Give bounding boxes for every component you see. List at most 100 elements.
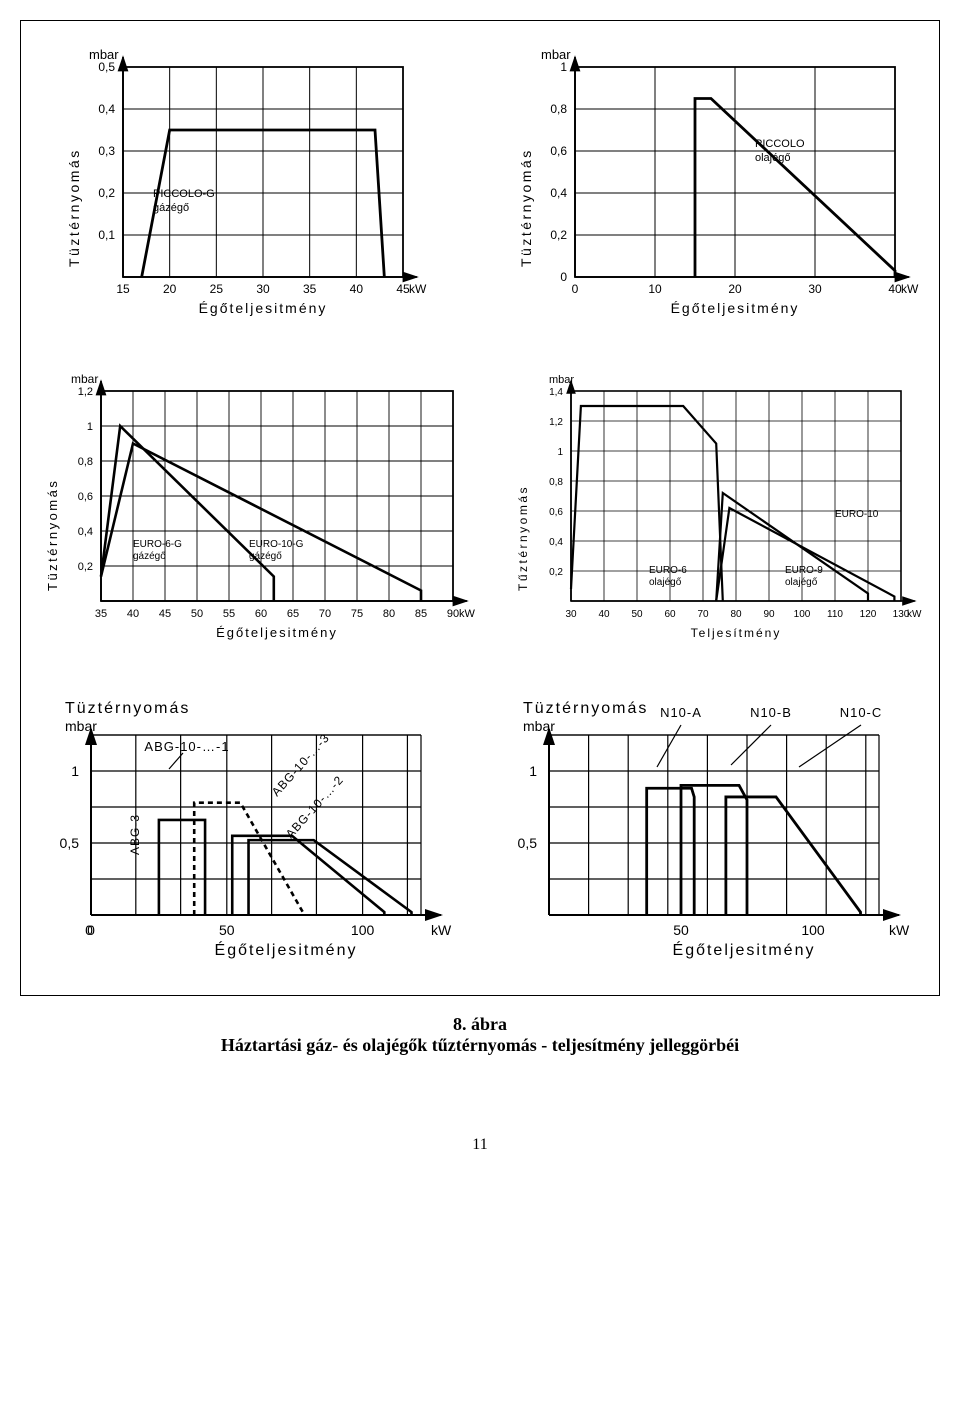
svg-text:90: 90	[763, 609, 775, 620]
svg-text:olajégő: olajégő	[785, 577, 818, 588]
svg-text:65: 65	[287, 608, 299, 620]
svg-text:1: 1	[529, 763, 537, 779]
svg-text:0,3: 0,3	[98, 144, 115, 158]
svg-text:60: 60	[255, 608, 267, 620]
svg-text:0,6: 0,6	[550, 144, 567, 158]
svg-text:0,4: 0,4	[78, 526, 93, 538]
svg-text:Tüztérnyomás: Tüztérnyomás	[65, 700, 190, 717]
svg-text:0,8: 0,8	[549, 477, 563, 488]
svg-text:N10-C: N10-C	[840, 705, 883, 720]
svg-text:0,4: 0,4	[549, 537, 563, 548]
svg-text:30: 30	[256, 282, 270, 296]
svg-text:50: 50	[631, 609, 643, 620]
svg-text:35: 35	[303, 282, 317, 296]
svg-text:0,8: 0,8	[550, 102, 567, 116]
svg-text:0,4: 0,4	[98, 102, 115, 116]
page-number: 11	[20, 1136, 940, 1154]
svg-text:40: 40	[598, 609, 610, 620]
svg-text:90: 90	[447, 608, 459, 620]
svg-text:Égőteljesitmény: Égőteljesitmény	[671, 300, 800, 316]
svg-text:kW: kW	[409, 282, 427, 296]
svg-text:mbar: mbar	[89, 47, 119, 62]
svg-text:gázégő: gázégő	[133, 551, 166, 562]
svg-text:0,6: 0,6	[78, 491, 93, 503]
svg-text:ABG-10-…-1: ABG-10-…-1	[144, 739, 229, 754]
svg-text:kW: kW	[431, 922, 452, 938]
svg-text:45: 45	[159, 608, 171, 620]
svg-text:olajégő: olajégő	[649, 577, 682, 588]
svg-text:0,8: 0,8	[78, 456, 93, 468]
svg-text:10: 10	[648, 282, 662, 296]
chart-euro-gas: 3540455055606570758085900,20,40,60,811,2…	[35, 363, 475, 653]
svg-text:1: 1	[557, 447, 563, 458]
row-3: 0501000,510kWÉgőteljesitményTüztérnyomás…	[35, 677, 925, 977]
svg-text:1: 1	[560, 60, 567, 74]
svg-text:Égőteljesitmény: Égőteljesitmény	[216, 625, 338, 640]
chart-piccolo-oil: 01020304000,20,40,60,81mbarkWÉgőteljesit…	[495, 39, 925, 339]
svg-text:gázégő: gázégő	[153, 202, 189, 214]
row-1: 152025303540450,10,20,30,40,5mbarkWÉgőte…	[35, 39, 925, 339]
svg-text:Tűztérnyomás: Tűztérnyomás	[516, 485, 530, 591]
svg-text:kW: kW	[901, 282, 919, 296]
svg-text:Égőteljesitmény: Égőteljesitmény	[673, 940, 816, 959]
svg-text:EURO-6-G: EURO-6-G	[133, 539, 182, 550]
svg-text:40: 40	[127, 608, 139, 620]
svg-text:1: 1	[71, 763, 79, 779]
svg-text:70: 70	[697, 609, 709, 620]
svg-text:EURO-9: EURO-9	[785, 565, 823, 576]
svg-text:mbar: mbar	[549, 374, 574, 386]
svg-text:Tüztérnyomás: Tüztérnyomás	[523, 700, 648, 717]
svg-text:1,2: 1,2	[549, 417, 563, 428]
chart-euro-oil: 304050607080901001101201300,20,40,60,811…	[495, 363, 925, 653]
svg-text:mbar: mbar	[65, 718, 97, 734]
svg-text:15: 15	[116, 282, 130, 296]
svg-text:0,2: 0,2	[78, 561, 93, 573]
svg-text:0,5: 0,5	[98, 60, 115, 74]
svg-text:mbar: mbar	[541, 47, 571, 62]
svg-text:PICCOLO-G: PICCOLO-G	[153, 188, 215, 200]
svg-text:Tüztérnyomás: Tüztérnyomás	[45, 479, 60, 591]
svg-text:80: 80	[730, 609, 742, 620]
svg-text:1,4: 1,4	[549, 387, 563, 398]
chart-abg: 0501000,510kWÉgőteljesitményTüztérnyomás…	[35, 677, 475, 977]
svg-text:kW: kW	[889, 922, 910, 938]
svg-text:gázégő: gázégő	[249, 551, 282, 562]
svg-text:N10-A: N10-A	[660, 705, 702, 720]
svg-text:1,2: 1,2	[78, 386, 93, 398]
svg-text:20: 20	[163, 282, 177, 296]
svg-text:kW: kW	[907, 609, 922, 620]
chart-piccolo-g: 152025303540450,10,20,30,40,5mbarkWÉgőte…	[35, 39, 445, 339]
svg-text:0,5: 0,5	[60, 835, 80, 851]
page-border: 152025303540450,10,20,30,40,5mbarkWÉgőte…	[20, 20, 940, 996]
svg-text:25: 25	[210, 282, 224, 296]
svg-text:EURO-10-G: EURO-10-G	[249, 539, 304, 550]
svg-text:0,2: 0,2	[550, 228, 567, 242]
svg-text:50: 50	[673, 922, 689, 938]
svg-text:0: 0	[572, 282, 579, 296]
svg-text:50: 50	[219, 922, 235, 938]
svg-text:0,4: 0,4	[550, 186, 567, 200]
chart-n10: 501000,51kWÉgőteljesitményTüztérnyomásmb…	[485, 677, 925, 977]
svg-text:110: 110	[827, 609, 843, 620]
svg-text:0: 0	[85, 922, 93, 938]
svg-text:Égőteljesitmény: Égőteljesitmény	[215, 940, 358, 959]
svg-text:mbar: mbar	[71, 372, 98, 386]
svg-text:EURO-10: EURO-10	[835, 509, 879, 520]
svg-text:75: 75	[351, 608, 363, 620]
svg-text:Tüztérnyomás: Tüztérnyomás	[66, 148, 82, 267]
svg-text:kW: kW	[459, 608, 475, 620]
svg-text:70: 70	[319, 608, 331, 620]
svg-text:PICCOLO: PICCOLO	[755, 138, 805, 150]
svg-text:120: 120	[860, 609, 877, 620]
svg-text:EURO-6: EURO-6	[649, 565, 687, 576]
svg-text:40: 40	[350, 282, 364, 296]
svg-text:0,2: 0,2	[98, 186, 115, 200]
svg-text:1: 1	[87, 421, 93, 433]
svg-text:olajégő: olajégő	[755, 152, 790, 164]
row-2: 3540455055606570758085900,20,40,60,811,2…	[35, 363, 925, 653]
svg-text:85: 85	[415, 608, 427, 620]
svg-text:mbar: mbar	[523, 718, 555, 734]
svg-text:30: 30	[808, 282, 822, 296]
svg-text:50: 50	[191, 608, 203, 620]
svg-text:0,6: 0,6	[549, 507, 563, 518]
